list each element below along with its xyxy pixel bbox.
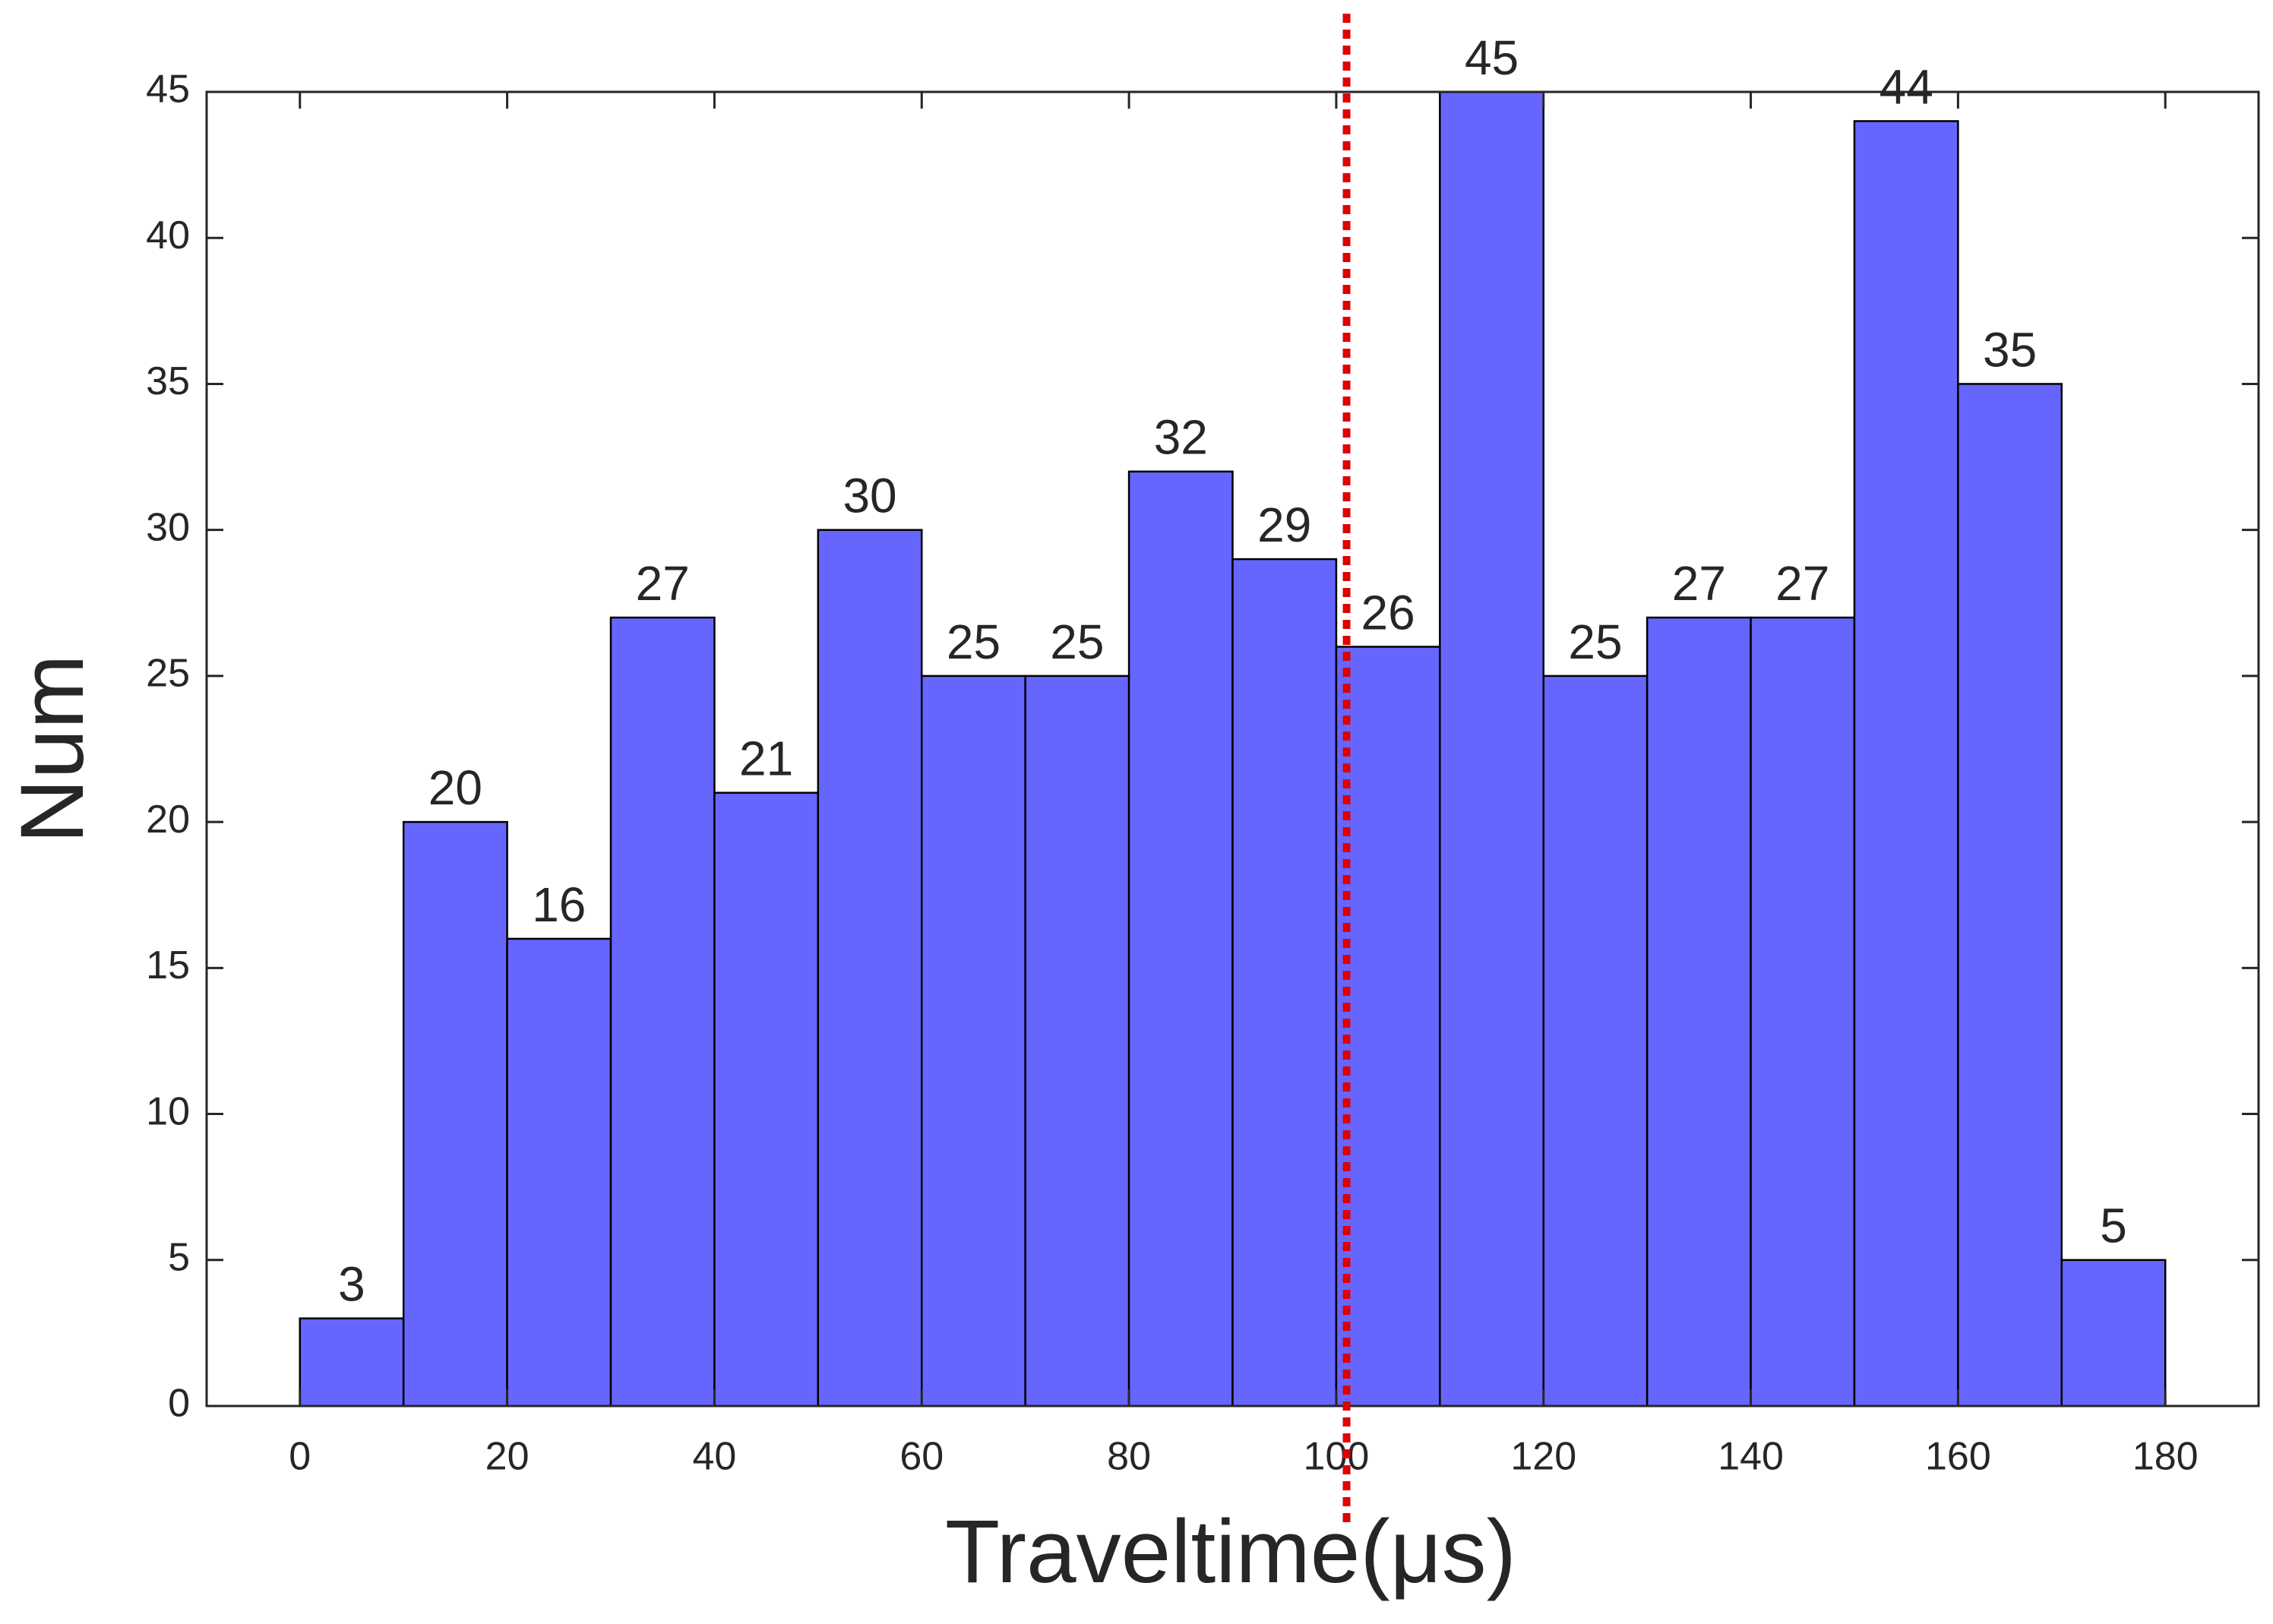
data-label: 45 [1465,30,1519,85]
data-label: 30 [842,469,896,523]
y-tick-label: 20 [146,798,190,842]
bar [1231,558,1338,1408]
data-label: 20 [428,760,482,815]
y-tick-label: 25 [146,652,190,696]
x-tick-label: 160 [1925,1435,1991,1479]
data-label: 3 [338,1257,365,1312]
bar [1024,675,1130,1408]
y-tick-label: 35 [146,359,190,403]
bar [1645,616,1752,1408]
x-tick-label: 60 [899,1435,944,1479]
data-label: 16 [532,877,586,932]
x-axis-title: Traveltime(μs) [945,1502,1516,1602]
bar [506,937,612,1408]
data-label: 27 [1775,556,1829,611]
data-label: 25 [1568,615,1622,669]
data-label: 26 [1361,585,1415,640]
bar [609,616,716,1408]
data-label: 32 [1154,410,1208,465]
bar [921,675,1026,1408]
data-label: 21 [739,731,793,786]
bar [402,820,508,1408]
data-label: 5 [2100,1199,2127,1253]
data-label: 29 [1257,498,1311,552]
bar [713,791,820,1408]
y-tick-label: 10 [146,1089,190,1133]
y-tick-label: 5 [168,1236,190,1280]
data-label: 27 [1672,556,1726,611]
y-tick-label: 45 [146,68,190,112]
y-tick-label: 0 [168,1382,190,1426]
x-tick-label: 40 [693,1435,737,1479]
x-tick-label: 140 [1718,1435,1784,1479]
x-tick-label: 120 [1510,1435,1576,1479]
bar [1542,675,1649,1408]
x-tick-label: 100 [1304,1435,1370,1479]
y-axis-title: Num [2,654,103,843]
data-label: 44 [1879,59,1933,114]
x-tick-label: 20 [485,1435,530,1479]
bar [1335,646,1441,1408]
x-tick-label: 0 [289,1435,311,1479]
y-tick-label: 15 [146,943,190,987]
y-tick-label: 30 [146,505,190,549]
bar [1853,120,1959,1408]
data-label: 25 [947,615,1001,669]
bar [1750,616,1856,1408]
bar [817,529,923,1408]
bar [1127,470,1234,1408]
bar [1439,90,1544,1408]
y-tick-label: 40 [146,213,190,258]
data-label: 35 [1983,322,2037,377]
bar [2060,1259,2167,1408]
x-tick-label: 180 [2132,1435,2199,1479]
x-tick-label: 80 [1107,1435,1151,1479]
bar [299,1317,405,1408]
bar [1957,383,2063,1408]
data-label: 27 [636,556,690,611]
axes-box [205,90,2260,1408]
data-label: 25 [1050,615,1104,669]
